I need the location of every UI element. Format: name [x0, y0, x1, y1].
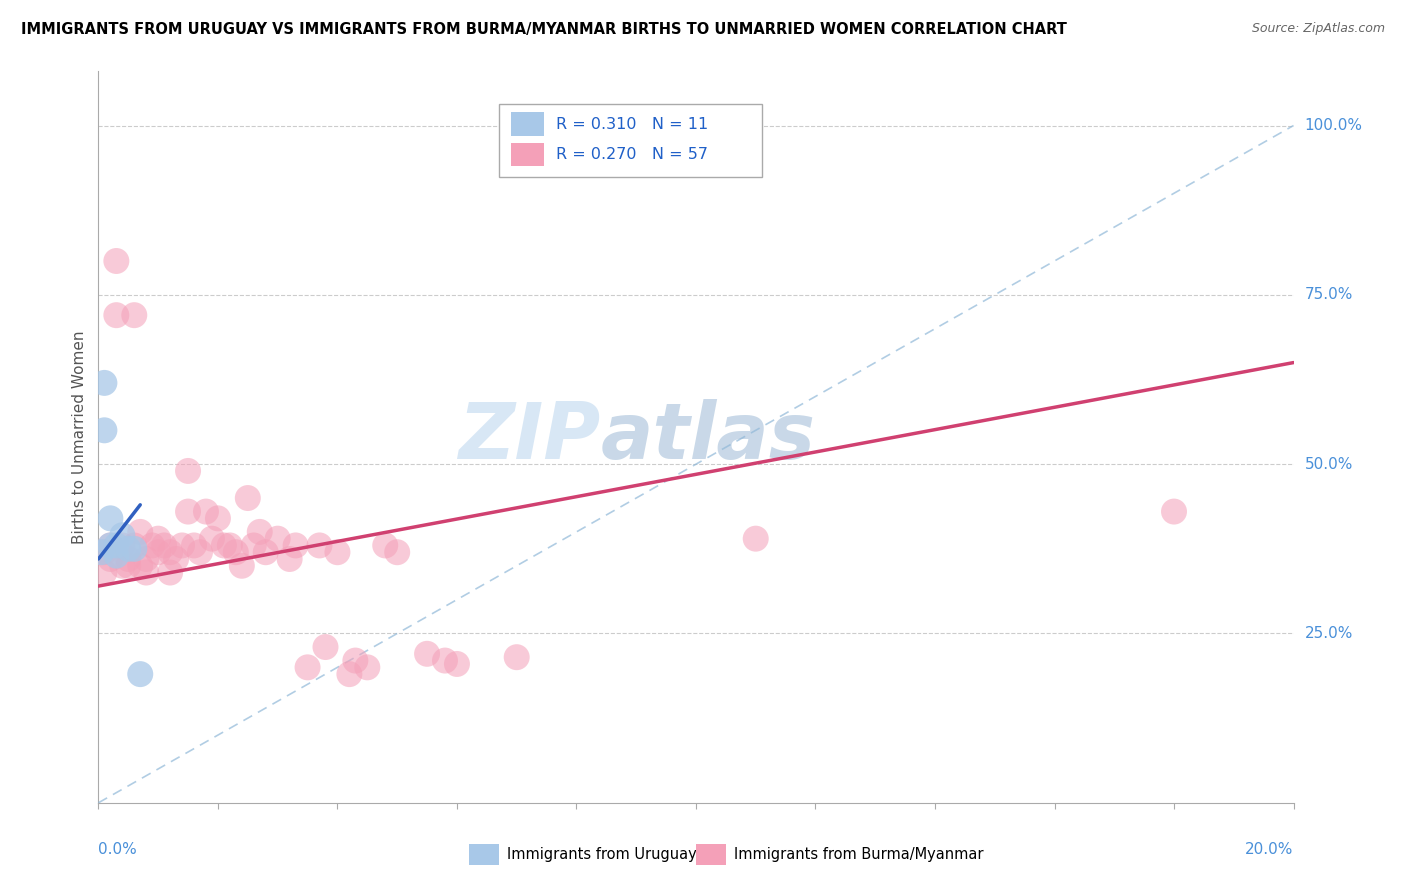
Point	[105, 308, 128, 322]
Point	[98, 511, 122, 525]
Point	[506, 650, 529, 665]
Text: Immigrants from Uruguay: Immigrants from Uruguay	[508, 847, 697, 863]
Point	[93, 545, 115, 559]
Point	[225, 545, 247, 559]
Text: 0.0%: 0.0%	[98, 842, 138, 856]
Point	[374, 538, 396, 552]
Point	[745, 532, 768, 546]
Point	[153, 538, 176, 552]
Text: IMMIGRANTS FROM URUGUAY VS IMMIGRANTS FROM BURMA/MYANMAR BIRTHS TO UNMARRIED WOM: IMMIGRANTS FROM URUGUAY VS IMMIGRANTS FR…	[21, 22, 1067, 37]
Bar	[510, 143, 544, 167]
Point	[183, 538, 205, 552]
Point	[416, 647, 439, 661]
Point	[243, 538, 266, 552]
Point	[1163, 505, 1185, 519]
Point	[177, 464, 200, 478]
Point	[141, 538, 163, 552]
Point	[159, 566, 181, 580]
Point	[297, 660, 319, 674]
Text: 100.0%: 100.0%	[1305, 118, 1362, 133]
Point	[284, 538, 307, 552]
Point	[148, 532, 170, 546]
Point	[105, 549, 128, 563]
Point	[129, 524, 152, 539]
Point	[111, 538, 134, 552]
Point	[308, 538, 330, 552]
Point	[124, 308, 146, 322]
Text: 20.0%: 20.0%	[1246, 842, 1294, 856]
Point	[236, 491, 259, 505]
Point	[105, 254, 128, 268]
Point	[129, 558, 152, 573]
Point	[129, 667, 152, 681]
Point	[111, 558, 134, 573]
Point	[212, 538, 235, 552]
Text: Immigrants from Burma/Myanmar: Immigrants from Burma/Myanmar	[734, 847, 984, 863]
Point	[188, 545, 211, 559]
Point	[172, 538, 194, 552]
Point	[165, 552, 187, 566]
Text: ZIP: ZIP	[458, 399, 600, 475]
Point	[385, 545, 409, 559]
Point	[207, 511, 229, 525]
Text: 25.0%: 25.0%	[1305, 626, 1353, 641]
Point	[90, 545, 112, 559]
Point	[195, 505, 218, 519]
Point	[111, 528, 134, 542]
Y-axis label: Births to Unmarried Women: Births to Unmarried Women	[72, 330, 87, 544]
Point	[135, 552, 157, 566]
Point	[124, 541, 146, 556]
Point	[124, 538, 146, 552]
Point	[93, 376, 115, 390]
Point	[344, 654, 367, 668]
Point	[105, 538, 128, 552]
Point	[177, 505, 200, 519]
Point	[339, 667, 361, 681]
Bar	[696, 845, 725, 865]
Text: R = 0.310   N = 11: R = 0.310 N = 11	[557, 117, 709, 131]
Point	[278, 552, 301, 566]
Point	[326, 545, 349, 559]
Point	[93, 566, 115, 580]
Point	[201, 532, 224, 546]
Point	[219, 538, 242, 552]
Point	[117, 541, 139, 556]
Bar	[510, 112, 544, 136]
Point	[93, 423, 115, 437]
Text: Source: ZipAtlas.com: Source: ZipAtlas.com	[1251, 22, 1385, 36]
Point	[135, 566, 157, 580]
Text: atlas: atlas	[600, 399, 815, 475]
Point	[356, 660, 378, 674]
Point	[98, 538, 122, 552]
Bar	[470, 845, 499, 865]
Text: R = 0.270   N = 57: R = 0.270 N = 57	[557, 147, 709, 162]
Point	[434, 654, 457, 668]
Point	[231, 558, 253, 573]
Point	[446, 657, 468, 671]
Point	[148, 545, 170, 559]
Text: 75.0%: 75.0%	[1305, 287, 1353, 302]
Point	[117, 558, 139, 573]
Point	[98, 552, 122, 566]
Point	[315, 640, 337, 654]
Point	[159, 545, 181, 559]
Point	[254, 545, 277, 559]
FancyBboxPatch shape	[499, 104, 762, 178]
Text: 50.0%: 50.0%	[1305, 457, 1353, 472]
Point	[98, 538, 122, 552]
Point	[249, 524, 271, 539]
Point	[267, 532, 290, 546]
Point	[117, 552, 139, 566]
